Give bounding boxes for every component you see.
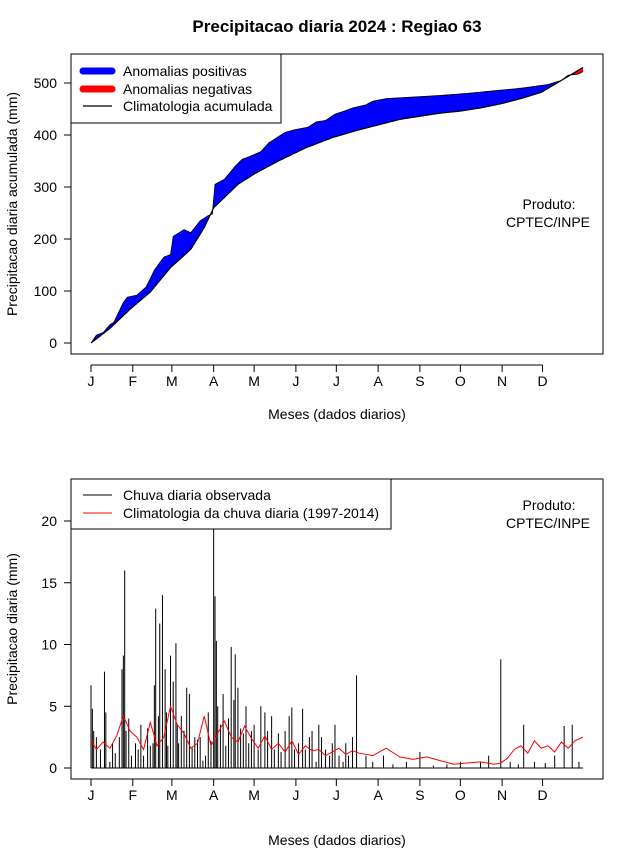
legend-label-observed: Chuva diaria observada	[123, 487, 271, 503]
legend-label-negative: Anomalias negativas	[123, 81, 252, 97]
annotation-line-1: Produto:	[523, 497, 576, 513]
legend-label-climatology: Climatologia da chuva diaria (1997-2014)	[123, 505, 379, 521]
x-tick-label: O	[455, 373, 466, 389]
y-axis-label: Precipitacao diaria (mm)	[4, 553, 20, 705]
annotation-line-2: CPTEC/INPE	[506, 515, 590, 531]
climatology-line-layer	[90, 704, 584, 765]
x-tick-label: A	[373, 373, 383, 389]
x-tick-label: J	[88, 373, 95, 389]
x-tick-label: S	[415, 373, 424, 389]
legend-label-climatology: Climatologia acumulada	[123, 98, 273, 114]
annotation-line-2: CPTEC/INPE	[506, 214, 590, 230]
y-axis: 0 100 200 300 400 500	[34, 75, 72, 351]
x-tick-label: M	[166, 787, 178, 803]
daily-precipitation-chart: J F M A M J J A S O N D 0 5 10 15 20 Meses (dados diari…	[4, 478, 604, 848]
y-tick-label: 200	[34, 231, 58, 247]
x-tick-label: J	[292, 373, 299, 389]
positive-anomaly-area	[91, 67, 583, 344]
y-tick-label: 300	[34, 179, 58, 195]
y-axis-label: Precipitacao diaria acumulada (mm)	[4, 92, 20, 316]
x-tick-label: A	[209, 787, 219, 803]
x-tick-label: J	[333, 787, 340, 803]
y-tick-label: 15	[41, 575, 57, 591]
x-tick-label: N	[497, 373, 507, 389]
x-tick-label: M	[166, 373, 178, 389]
legend: Anomalias positivas Anomalias negativas …	[70, 53, 282, 124]
y-tick-label: 400	[34, 127, 58, 143]
x-axis-label: Meses (dados diarios)	[268, 832, 406, 848]
y-tick-label: 100	[34, 283, 58, 299]
y-tick-label: 20	[41, 513, 57, 529]
x-tick-label: D	[537, 787, 547, 803]
legend: Chuva diaria observada Climatologia da c…	[70, 478, 392, 530]
x-tick-label: J	[292, 787, 299, 803]
legend-box	[70, 478, 392, 530]
x-tick-label: J	[333, 373, 340, 389]
anomaly-area-layer	[90, 66, 584, 344]
x-tick-label: N	[497, 787, 507, 803]
x-tick-label: A	[209, 373, 219, 389]
x-tick-label: M	[248, 373, 260, 389]
x-tick-label: F	[129, 787, 138, 803]
climatology-cumulative-line	[90, 66, 584, 344]
cumulative-precipitation-chart: J F M A M J J A S O N D 0 100 200 300 400 500 Meses (dad…	[4, 53, 604, 422]
x-tick-label: J	[88, 787, 95, 803]
x-tick-label: F	[129, 373, 138, 389]
y-axis: 0 5 10 15 20	[41, 513, 72, 776]
y-tick-label: 0	[49, 760, 57, 776]
x-tick-label: O	[455, 787, 466, 803]
y-tick-label: 10	[41, 637, 57, 653]
y-tick-label: 0	[49, 335, 57, 351]
x-axis-label: Meses (dados diarios)	[268, 406, 406, 422]
climatology-daily-line	[90, 704, 584, 765]
x-tick-label: M	[248, 787, 260, 803]
annotation-line-1: Produto:	[523, 196, 576, 212]
legend-label-positive: Anomalias positivas	[123, 63, 247, 79]
y-tick-label: 500	[34, 75, 58, 91]
y-tick-label: 5	[49, 698, 57, 714]
chart-title: Precipitacao diaria 2024 : Regiao 63	[192, 17, 481, 36]
x-tick-label: D	[537, 373, 547, 389]
x-tick-label: S	[415, 787, 424, 803]
x-tick-label: A	[373, 787, 383, 803]
observed-cumulative-line	[90, 71, 584, 344]
